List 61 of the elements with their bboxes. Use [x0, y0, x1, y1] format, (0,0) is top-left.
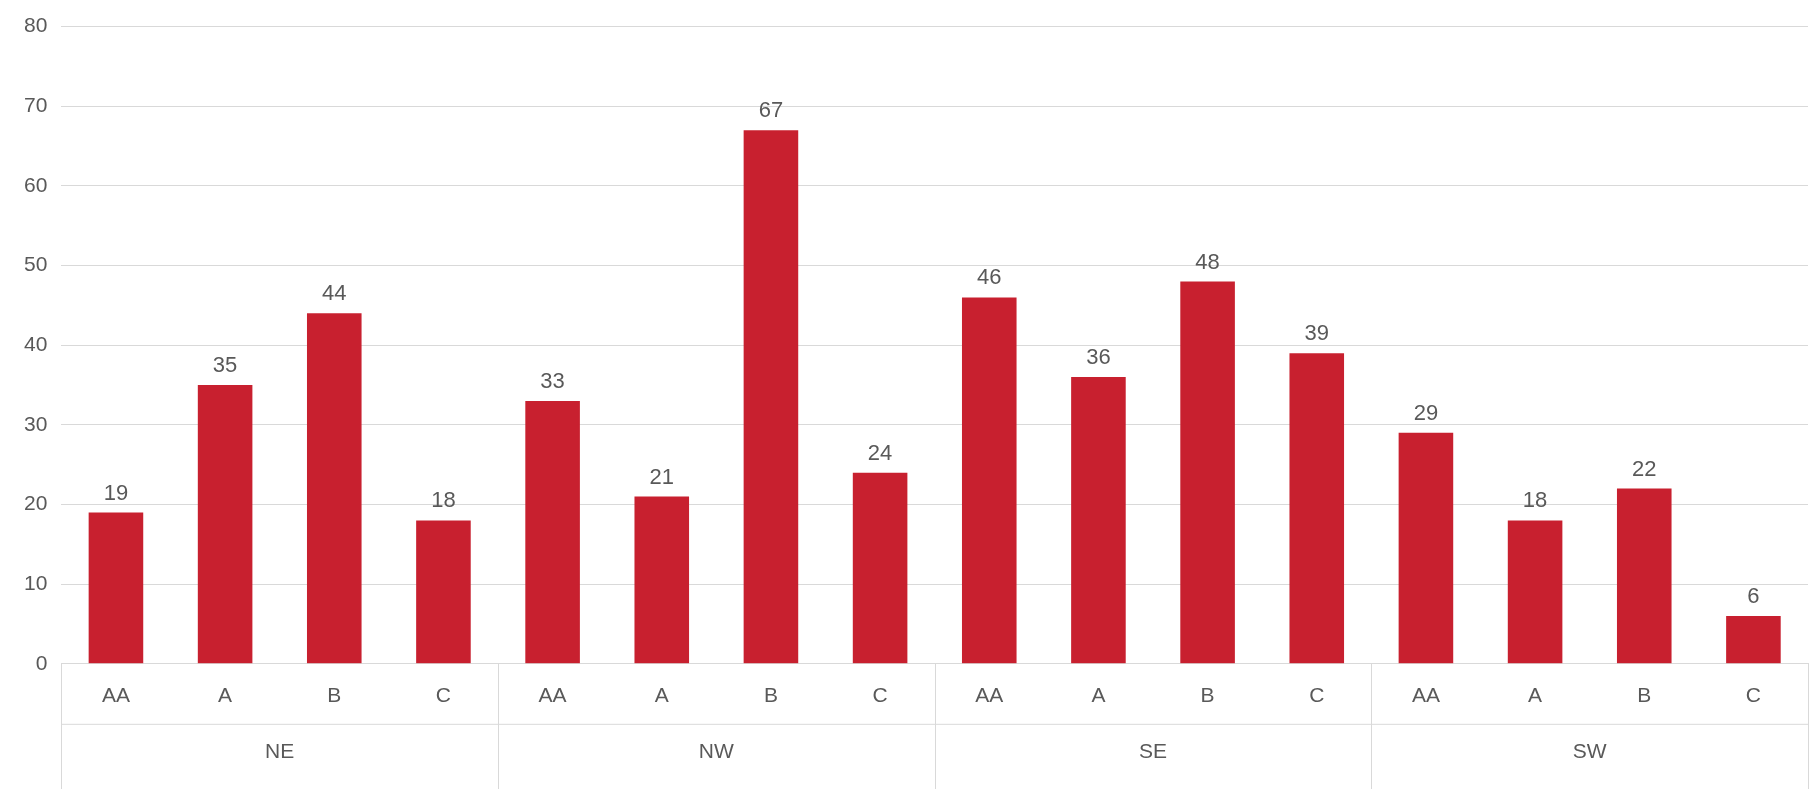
y-tick-label: 70 [24, 93, 48, 117]
x-tick-label: B [1637, 683, 1652, 707]
x-tick-label: C [872, 683, 888, 707]
x-tick-label: AA [101, 683, 130, 707]
bar [1289, 353, 1345, 664]
x-tick-label: B [327, 683, 342, 707]
bar [852, 472, 908, 664]
bar [634, 496, 690, 664]
bar [1180, 281, 1235, 664]
bar [1071, 377, 1126, 664]
x-tick-label: AA [1411, 683, 1440, 707]
text: NE [265, 738, 295, 762]
x-tick-label: C [435, 683, 452, 707]
data-label: 44 [322, 280, 347, 306]
bar [743, 130, 799, 664]
x-tick-label: A [1091, 683, 1106, 707]
x-tick-label: B [1200, 683, 1215, 707]
x-tick-label: C [1309, 683, 1325, 707]
bar [1616, 488, 1672, 664]
data-label: 21 [649, 463, 675, 489]
data-label: 6 [1747, 583, 1760, 609]
bar [197, 385, 253, 664]
y-tick-label: 60 [24, 172, 48, 196]
y-tick-label: 50 [24, 252, 48, 276]
text: SW [1572, 738, 1607, 762]
x-tick-label: AA [538, 683, 567, 707]
data-label: 18 [431, 487, 456, 513]
data-label: 46 [977, 264, 1002, 290]
bar [1726, 616, 1781, 664]
y-tick-label: 30 [24, 411, 48, 435]
data-label: 67 [758, 97, 784, 123]
bar [88, 512, 144, 664]
x-tick-label: A [218, 683, 233, 707]
y-tick-label: 10 [24, 570, 48, 594]
data-label: 39 [1304, 320, 1329, 346]
data-label: 29 [1413, 399, 1439, 425]
x-tick-label: C [1745, 683, 1761, 707]
data-label: 33 [540, 368, 565, 394]
data-label: 48 [1195, 248, 1220, 274]
bar [1398, 432, 1454, 664]
text: NW [698, 738, 735, 762]
x-tick-label: A [1528, 683, 1543, 707]
y-tick-label: 0 [35, 650, 48, 674]
data-label: 19 [103, 479, 129, 505]
bar [306, 313, 362, 664]
bar [416, 520, 471, 664]
data-label: 24 [867, 439, 893, 465]
y-tick-label: 80 [24, 13, 48, 37]
x-tick-label: B [763, 683, 778, 707]
data-label: 22 [1632, 455, 1657, 481]
x-tick-label: AA [975, 683, 1004, 707]
bar [525, 400, 580, 664]
text: SE [1139, 738, 1168, 762]
data-label: 18 [1522, 487, 1548, 513]
y-tick-label: 40 [24, 332, 48, 355]
data-label: 35 [212, 352, 238, 378]
bar [1507, 520, 1563, 664]
data-label: 36 [1086, 344, 1111, 370]
x-tick-label: A [654, 683, 669, 707]
y-tick-label: 20 [24, 491, 48, 515]
bar [961, 297, 1017, 664]
